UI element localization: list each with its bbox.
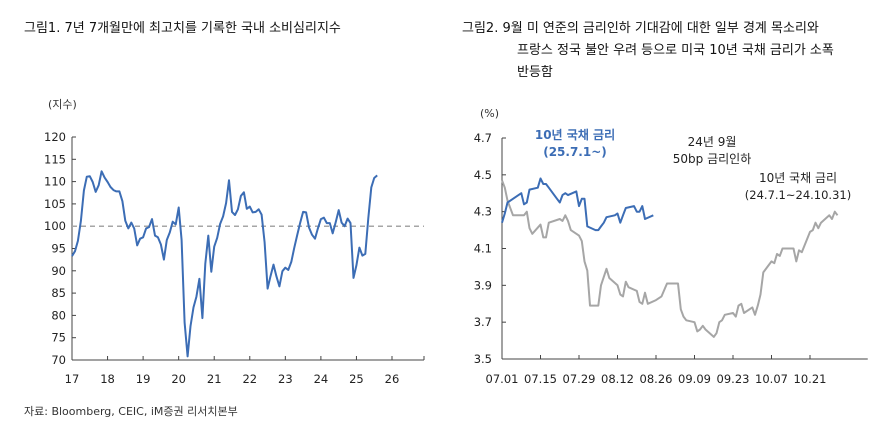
figure2-title-line1: 그림2. 9월 미 연준의 금리인하 기대감에 대한 일부 경계 목소리와 (462, 21, 819, 36)
figure2-title-line2: 프랑스 정국 불안 우려 등으로 미국 10년 국채 금리가 소폭 (517, 43, 834, 58)
yield-2024-line (501, 180, 839, 338)
y-unit-label: (지수) (48, 98, 77, 111)
y-tick-label: 4.3 (474, 205, 492, 219)
x-tick-label: 10.07 (755, 372, 788, 386)
y-tick-label: 4.1 (474, 242, 492, 256)
legend-2024-name: 10년 국채 금리 (759, 171, 837, 185)
y-tick-label: 4.5 (474, 168, 492, 182)
x-tick-label: 07.15 (524, 372, 557, 386)
x-tick-label: 21 (207, 372, 222, 386)
x-tick-label: 19 (136, 372, 151, 386)
x-tick-label: 22 (242, 372, 257, 386)
y-tick-label: 100 (44, 219, 66, 233)
y-tick-label: 115 (44, 152, 66, 166)
consumer-sentiment-line (71, 170, 378, 358)
x-tick-label: 08.12 (601, 372, 634, 386)
figure2-title-line3: 반등함 (517, 65, 553, 80)
y-tick-label: 90 (51, 264, 66, 278)
x-tick-label: 09.09 (678, 372, 711, 386)
annotation-rate-cut-line2: 50bp 금리인하 (673, 152, 751, 166)
x-tick-label: 24 (314, 372, 329, 386)
y-tick-label: 3.9 (474, 278, 492, 292)
x-tick-label: 07.29 (563, 372, 596, 386)
x-tick-label: 09.23 (717, 372, 750, 386)
yield-2025-line (501, 177, 654, 232)
x-tick-label: 25 (349, 372, 364, 386)
annotation-rate-cut-line1: 24년 9월 (688, 135, 737, 149)
x-tick-label: 10.21 (794, 372, 827, 386)
y-unit-label: (%) (480, 107, 499, 120)
y-tick-label: 105 (44, 197, 66, 211)
x-tick-label: 18 (100, 372, 115, 386)
legend-2024-range: (24.7.1~24.10.31) (745, 188, 851, 202)
y-tick-label: 3.7 (474, 315, 492, 329)
y-tick-label: 70 (51, 353, 66, 367)
x-tick-label: 08.26 (640, 372, 673, 386)
y-tick-label: 110 (44, 175, 66, 189)
y-tick-label: 120 (44, 130, 66, 144)
x-tick-label: 26 (385, 372, 400, 386)
x-tick-label: 23 (278, 372, 293, 386)
figure2-title: 그림2. 9월 미 연준의 금리인하 기대감에 대한 일부 경계 목소리와 프랑… (462, 18, 834, 84)
y-tick-label: 4.7 (474, 131, 492, 145)
source-note: 자료: Bloomberg, CEIC, iM증권 리서치본부 (24, 405, 238, 418)
x-tick-label: 20 (171, 372, 186, 386)
y-tick-label: 80 (51, 308, 66, 322)
figure1-title: 그림1. 7년 7개월만에 최고치를 기록한 국내 소비심리지수 (24, 21, 341, 36)
x-tick-label: 17 (65, 372, 80, 386)
y-tick-label: 75 (51, 331, 66, 345)
legend-2025-name: 10년 국채 금리 (535, 127, 615, 142)
y-tick-label: 95 (51, 242, 66, 256)
y-tick-label: 85 (51, 286, 66, 300)
y-tick-label: 3.5 (474, 352, 492, 366)
x-tick-label: 07.01 (486, 372, 519, 386)
legend-2025-range: (25.7.1~) (543, 145, 607, 159)
